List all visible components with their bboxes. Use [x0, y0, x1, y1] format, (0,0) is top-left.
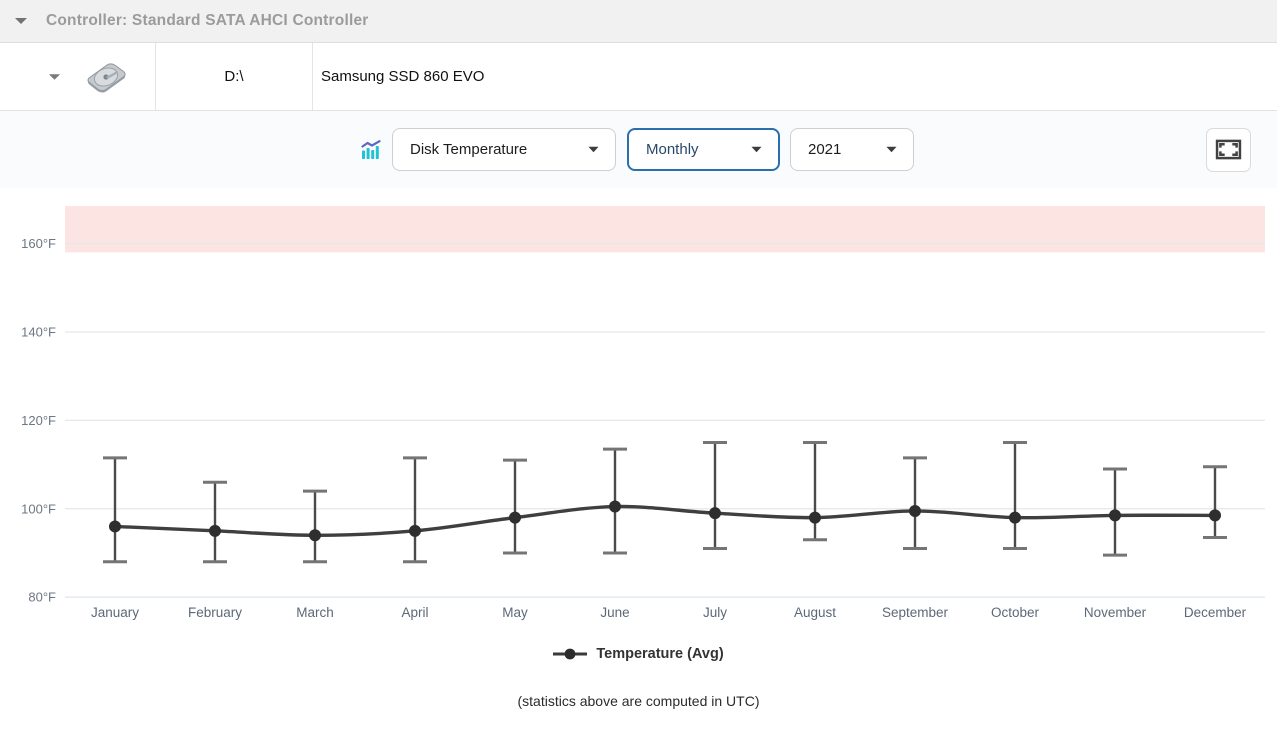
legend-marker-icon [553, 648, 588, 660]
warning-band [65, 206, 1265, 253]
chart-controls: Disk Temperature Monthly 2021 [0, 111, 1277, 188]
utc-note: (statistics above are computed in UTC) [517, 693, 760, 709]
fullscreen-icon [1215, 139, 1242, 160]
data-point[interactable] [109, 520, 121, 533]
collapse-caret-icon[interactable] [14, 17, 28, 25]
y-axis-tick: 100°F [21, 501, 56, 516]
data-point[interactable] [209, 524, 221, 537]
data-point[interactable] [1209, 509, 1221, 522]
y-axis-tick: 140°F [21, 324, 56, 339]
data-point[interactable] [409, 524, 421, 537]
chevron-down-icon [751, 146, 762, 153]
x-axis-label: June [600, 605, 629, 620]
statistics-chart-icon [361, 139, 381, 159]
x-axis-label: May [502, 605, 528, 620]
data-point[interactable] [1009, 511, 1021, 524]
data-point[interactable] [309, 529, 321, 542]
metric-dropdown-value: Disk Temperature [410, 141, 528, 158]
data-point[interactable] [1109, 509, 1121, 522]
drive-letter: D:\ [156, 43, 313, 110]
year-dropdown-value: 2021 [808, 141, 842, 158]
fullscreen-button[interactable] [1206, 127, 1251, 172]
legend-label: Temperature (Avg) [596, 646, 724, 662]
y-axis-tick: 120°F [21, 413, 56, 428]
disk-model: Samsung SSD 860 EVO [321, 68, 485, 85]
data-point[interactable] [809, 511, 821, 524]
disk-cell-main [0, 43, 156, 110]
data-point[interactable] [609, 500, 621, 513]
x-axis-label: January [91, 605, 139, 620]
hard-disk-icon [87, 62, 126, 93]
x-axis-label: November [1084, 605, 1147, 620]
series-line [114, 504, 1216, 537]
temperature-chart: 80°F 100°F 120°F 140°F 160°F January February M… [21, 206, 1265, 620]
x-axis-label: July [703, 605, 727, 620]
chevron-down-icon [588, 146, 599, 153]
period-dropdown-value: Monthly [646, 141, 699, 158]
x-axis-label: August [794, 605, 836, 620]
metric-dropdown[interactable]: Disk Temperature [392, 128, 616, 171]
temperature-chart-section: 80°F 100°F 120°F 140°F 160°F January February M… [0, 188, 1277, 737]
x-axis-label: March [296, 605, 334, 620]
y-axis-tick: 160°F [21, 236, 56, 251]
x-axis-label: December [1184, 605, 1247, 620]
data-point[interactable] [709, 507, 721, 520]
data-point[interactable] [509, 511, 521, 524]
disk-collapse-caret-icon[interactable] [48, 73, 61, 81]
data-point[interactable] [909, 504, 921, 517]
x-axis-label: April [401, 605, 428, 620]
y-axis-tick: 80°F [28, 590, 56, 605]
controller-header: Controller: Standard SATA AHCI Controlle… [0, 0, 1277, 43]
chart-legend[interactable]: Temperature (Avg) [0, 646, 1277, 662]
period-dropdown[interactable]: Monthly [627, 128, 780, 171]
x-axis-label: September [882, 605, 949, 620]
x-axis-label: October [991, 605, 1040, 620]
chevron-down-icon [886, 146, 897, 153]
controller-title: Controller: Standard SATA AHCI Controlle… [46, 12, 369, 29]
year-dropdown[interactable]: 2021 [790, 128, 914, 171]
disk-row[interactable]: D:\ Samsung SSD 860 EVO [0, 43, 1277, 111]
x-axis-label: February [188, 605, 242, 620]
